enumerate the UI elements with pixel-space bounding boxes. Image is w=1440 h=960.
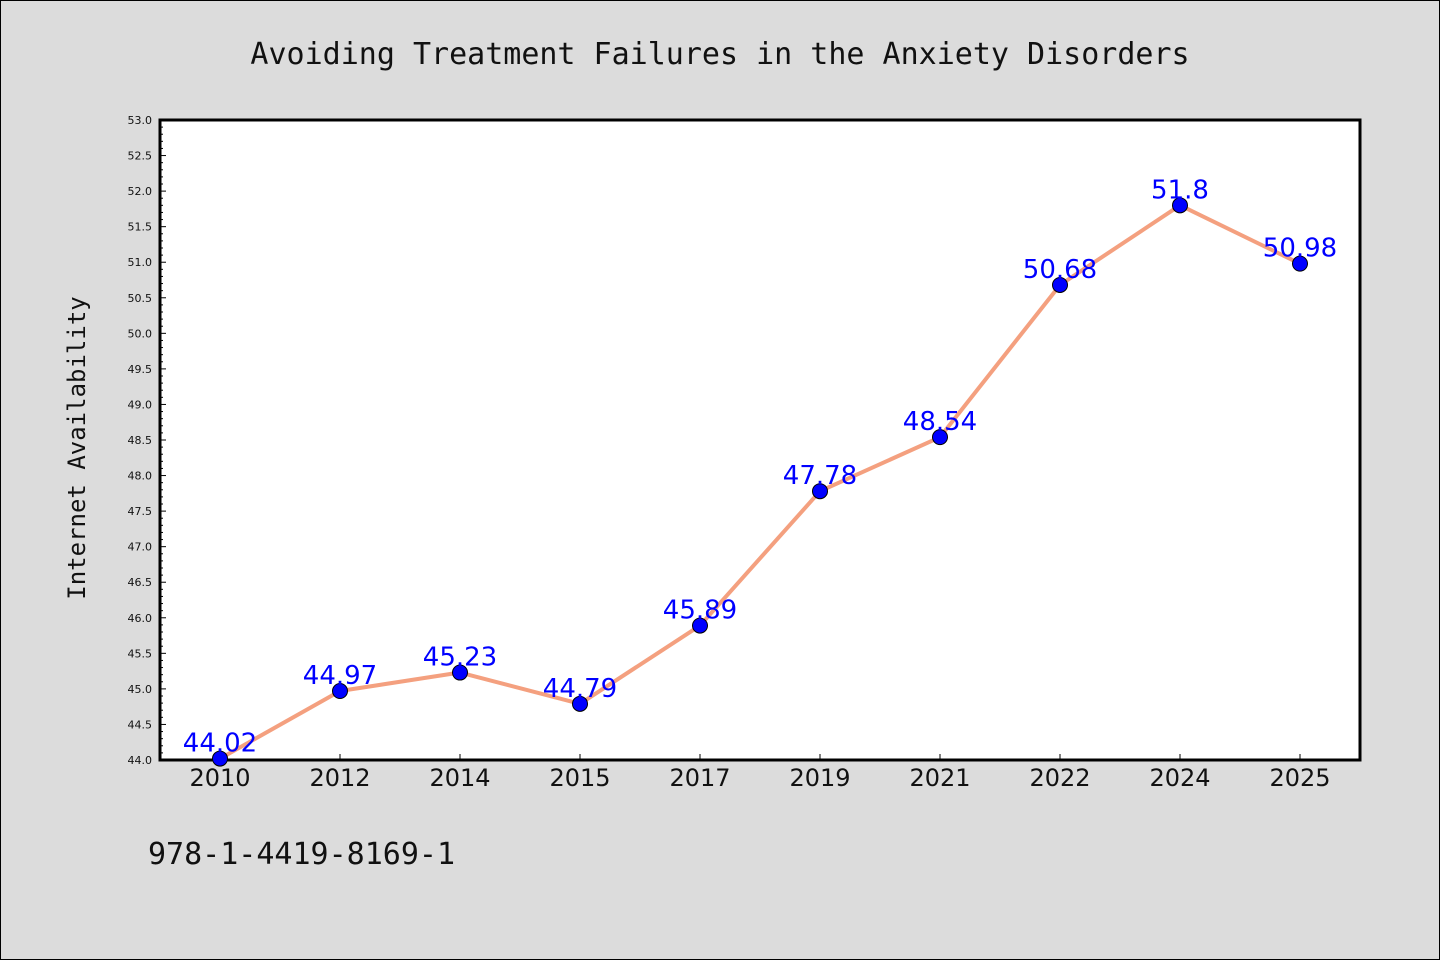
x-tick-label: 2015	[549, 764, 610, 792]
data-label: 47.78	[783, 461, 857, 491]
x-tick-label: 2012	[309, 764, 370, 792]
y-tick-label: 45.0	[128, 683, 153, 696]
data-point	[1172, 197, 1188, 214]
x-tick-label: 2024	[1149, 764, 1210, 792]
y-tick-label: 49.5	[128, 363, 153, 376]
data-point	[332, 683, 348, 700]
y-tick-label: 46.0	[128, 612, 153, 625]
series-line	[219, 203, 1301, 761]
y-tick-label: 53.0	[128, 114, 153, 127]
x-tick-label: 2019	[789, 764, 850, 792]
y-tick-label: 45.5	[128, 647, 153, 660]
data-point	[812, 483, 828, 500]
y-tick-label: 48.5	[128, 434, 153, 447]
data-point	[452, 664, 468, 681]
data-point	[692, 617, 708, 634]
isbn-text: 978-1-4419-8169-1	[148, 837, 455, 872]
y-tick-label: 50.0	[128, 327, 153, 340]
x-tick-label: 2017	[669, 764, 730, 792]
y-tick-label: 50.5	[128, 292, 153, 305]
y-axis-ticks: 44.0 44.5 45.0 45.5 46.0 46.5 47.0 47.5 48.0 48.5…	[128, 114, 166, 767]
x-tick-label: 2025	[1269, 764, 1330, 792]
data-point	[932, 429, 948, 446]
data-point	[572, 695, 588, 712]
data-label: 45.23	[423, 643, 497, 673]
y-tick-label: 51.5	[128, 221, 153, 234]
chart-title: Avoiding Treatment Failures in the Anxie…	[250, 37, 1189, 72]
data-point	[1052, 276, 1068, 293]
data-label: 44.02	[183, 729, 257, 759]
y-tick-label: 44.0	[128, 754, 153, 767]
y-tick-label: 46.5	[128, 576, 153, 589]
y-tick-label: 49.0	[128, 398, 153, 411]
data-point	[212, 750, 228, 767]
data-label: 45.89	[663, 596, 737, 626]
data-labels: 44.02 44.97 45.23 44.79 45.89 47.78 48.54 50.68…	[183, 175, 1337, 758]
y-tick-label: 47.0	[128, 541, 153, 554]
data-label: 44.97	[303, 661, 377, 691]
data-label: 50.98	[1263, 234, 1337, 264]
x-tick-label: 2010	[189, 764, 250, 792]
x-tick-label: 2014	[429, 764, 490, 792]
y-tick-label: 48.0	[128, 470, 153, 483]
series-markers	[212, 197, 1308, 767]
y-tick-label: 52.0	[128, 185, 153, 198]
data-label: 50.68	[1023, 255, 1097, 285]
data-point	[1292, 255, 1308, 272]
y-tick-label: 47.5	[128, 505, 153, 518]
y-tick-label: 44.5	[128, 718, 153, 731]
plot-area	[158, 118, 1362, 762]
y-tick-label: 51.0	[128, 256, 153, 269]
data-label: 48.54	[903, 407, 977, 437]
y-axis-label: Internet Availability	[63, 296, 91, 599]
x-tick-label: 2022	[1029, 764, 1090, 792]
series-line-group	[219, 203, 1301, 761]
y-tick-label: 52.5	[128, 150, 153, 163]
x-axis-ticks: 2010 2012 2014 2015 2017 2019 2021 2022 2024 2025	[189, 754, 1331, 792]
x-tick-label: 2021	[909, 764, 970, 792]
data-label: 51.8	[1151, 175, 1209, 205]
data-label: 44.79	[543, 674, 617, 704]
